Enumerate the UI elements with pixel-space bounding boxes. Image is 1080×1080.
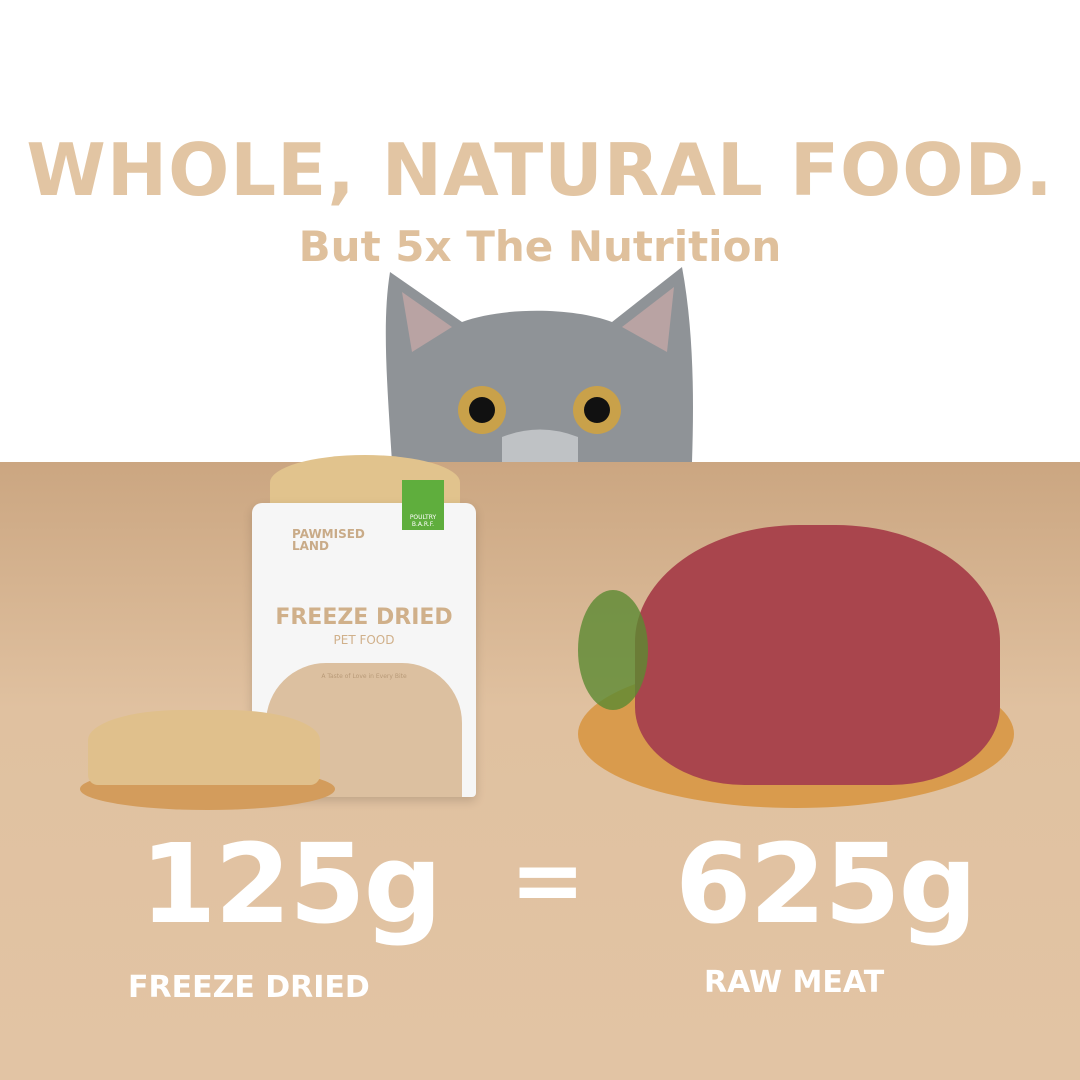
- subheadline: But 5x The Nutrition: [298, 222, 782, 271]
- equals-sign: =: [510, 828, 585, 933]
- cat-image: [385, 267, 693, 462]
- right-weight: 625g: [675, 820, 977, 948]
- right-label: RAW MEAT: [704, 965, 885, 1000]
- freeze-dried-pile: [88, 710, 320, 785]
- left-weight: 125g: [140, 820, 442, 948]
- bag-tagline: A Taste of Love in Every Bite: [321, 673, 407, 680]
- herb-sprig: [578, 590, 648, 710]
- bag-title: FREEZE DRIED: [275, 605, 453, 630]
- bag-subtitle: PET FOOD: [333, 633, 395, 647]
- brand-logo: PAWMISED LAND: [292, 527, 365, 553]
- poultry-badge: POULTRY B.A.R.F.: [402, 480, 444, 530]
- headline: WHOLE, NATURAL FOOD.: [26, 128, 1054, 212]
- left-label: FREEZE DRIED: [128, 970, 370, 1005]
- raw-meat-pile: [635, 525, 1000, 785]
